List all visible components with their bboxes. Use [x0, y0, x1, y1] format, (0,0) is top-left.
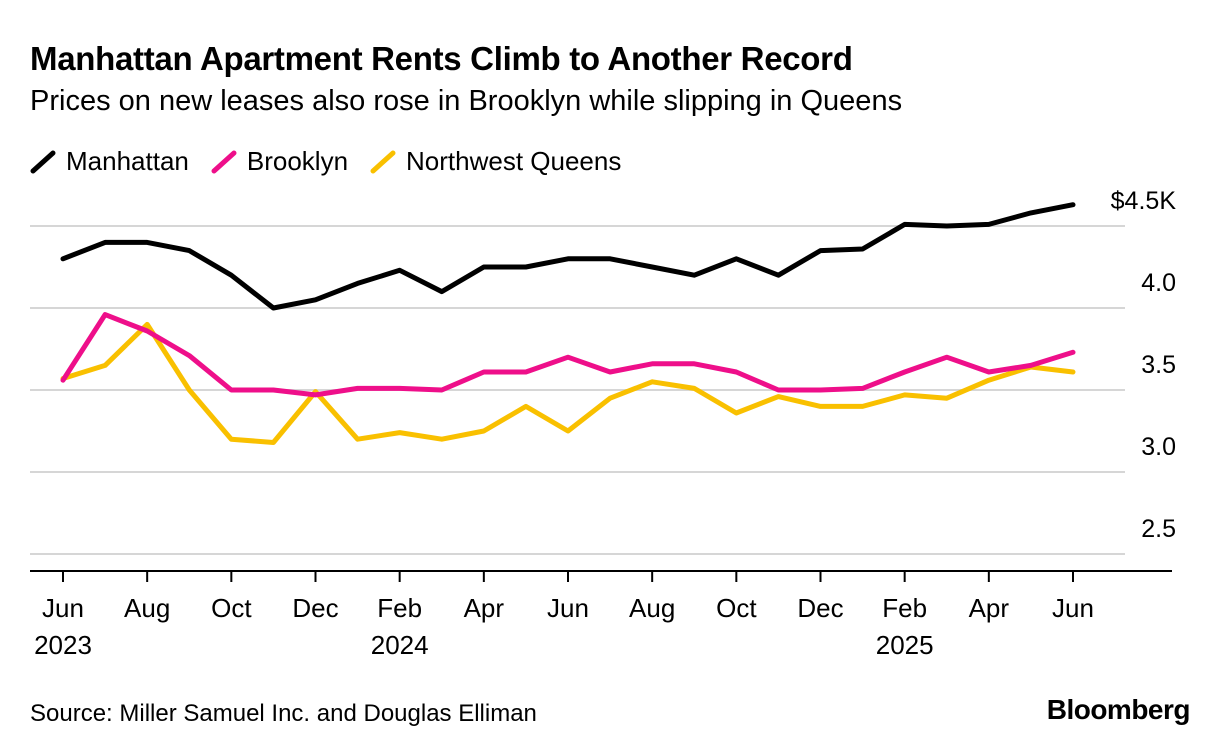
source-note: Source: Miller Samuel Inc. and Douglas E…: [30, 700, 537, 727]
chart-title: Manhattan Apartment Rents Climb to Anoth…: [30, 40, 853, 77]
legend-swatch-manhattan: [30, 150, 56, 173]
series-line-northwest-queens: [60, 321, 1076, 445]
x-tick-label: Aug: [629, 593, 675, 623]
x-tick-label: Jun: [42, 593, 84, 623]
x-tick-label: Oct: [211, 593, 252, 623]
legend-label-manhattan: Manhattan: [66, 146, 189, 176]
x-tick-label: Apr: [969, 593, 1010, 623]
legend-label-brooklyn: Brooklyn: [246, 146, 349, 176]
y-tick-label: 2.5: [1141, 515, 1176, 543]
x-tick-label: Dec: [797, 593, 843, 623]
y-tick-label: 3.5: [1141, 351, 1176, 379]
y-tick-label: 4.0: [1141, 269, 1176, 297]
x-tick-label: Jun: [1052, 593, 1094, 623]
legend-item-brooklyn: Brooklyn: [211, 146, 348, 177]
chart-subtitle: Prices on new leases also rose in Brookl…: [30, 85, 903, 117]
legend-label-northwest-queens: Northwest Queens: [406, 146, 622, 176]
legend-item-manhattan: Manhattan: [30, 146, 189, 177]
y-tick-label: 3.0: [1141, 433, 1176, 461]
x-tick-label: Feb: [377, 593, 422, 623]
x-tick-label: Oct: [716, 593, 757, 623]
x-tick-year-label: 2025: [876, 630, 934, 660]
x-tick-label: Dec: [292, 593, 338, 623]
x-tick-year-label: 2023: [34, 630, 92, 660]
x-tick-label: Feb: [882, 593, 927, 623]
x-tick-label: Aug: [124, 593, 170, 623]
legend-item-northwest-queens: Northwest Queens: [370, 146, 621, 177]
chart-legend: Manhattan Brooklyn Northwest Queens: [30, 146, 643, 177]
series-line-manhattan: [60, 202, 1076, 311]
bloomberg-logo: Bloomberg: [1046, 694, 1191, 725]
legend-swatch-brooklyn: [211, 150, 237, 173]
x-tick-label: Jun: [547, 593, 589, 623]
x-tick-year-label: 2024: [371, 630, 429, 660]
y-tick-label: $4.5K: [1111, 187, 1177, 215]
legend-swatch-northwest-queens: [370, 150, 396, 173]
x-tick-label: Apr: [464, 593, 505, 623]
series-line-brooklyn: [60, 312, 1076, 398]
